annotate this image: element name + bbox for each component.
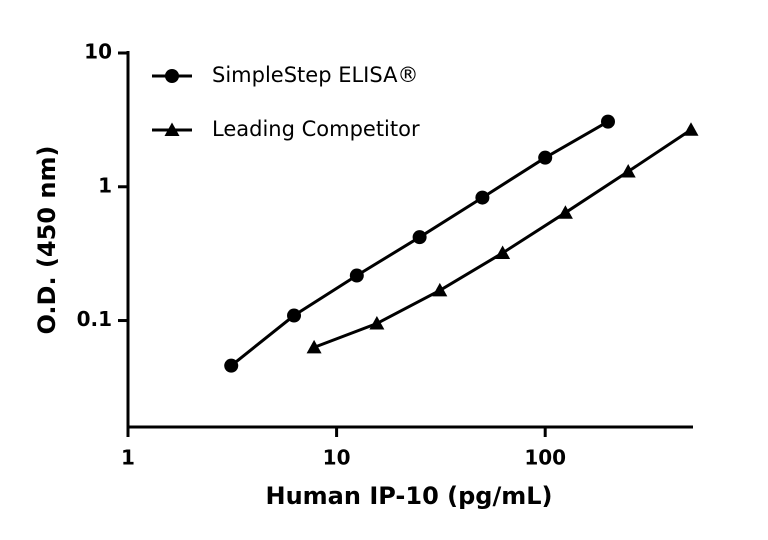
data-point [432,282,448,297]
legend-marker [164,122,180,136]
x-axis-title: Human IP-10 (pg/mL) [266,482,553,510]
y-tick-label: 1 [98,173,112,197]
data-point [620,164,636,178]
legend-marker [165,69,179,83]
data-point [349,268,364,283]
data-point [306,339,322,354]
data-point [600,114,615,129]
data-point [369,316,385,330]
data-point [495,245,511,259]
data-point [224,358,239,373]
data-point [412,230,427,245]
x-tick-label: 1 [121,446,135,470]
y-tick-label: 10 [84,40,112,64]
x-tick-label: 10 [323,446,351,470]
y-axis-title: O.D. (450 nm) [33,146,61,335]
legend-label: SimpleStep ELISA® [212,63,418,87]
data-point [538,150,553,165]
x-tick-label: 100 [524,446,566,470]
series-line [313,128,692,349]
data-point [287,308,302,323]
legend-label: Leading Competitor [212,117,420,141]
data-point [557,205,573,219]
data-point [683,122,699,136]
data-point [475,190,490,205]
y-tick-label: 0.1 [77,307,112,331]
